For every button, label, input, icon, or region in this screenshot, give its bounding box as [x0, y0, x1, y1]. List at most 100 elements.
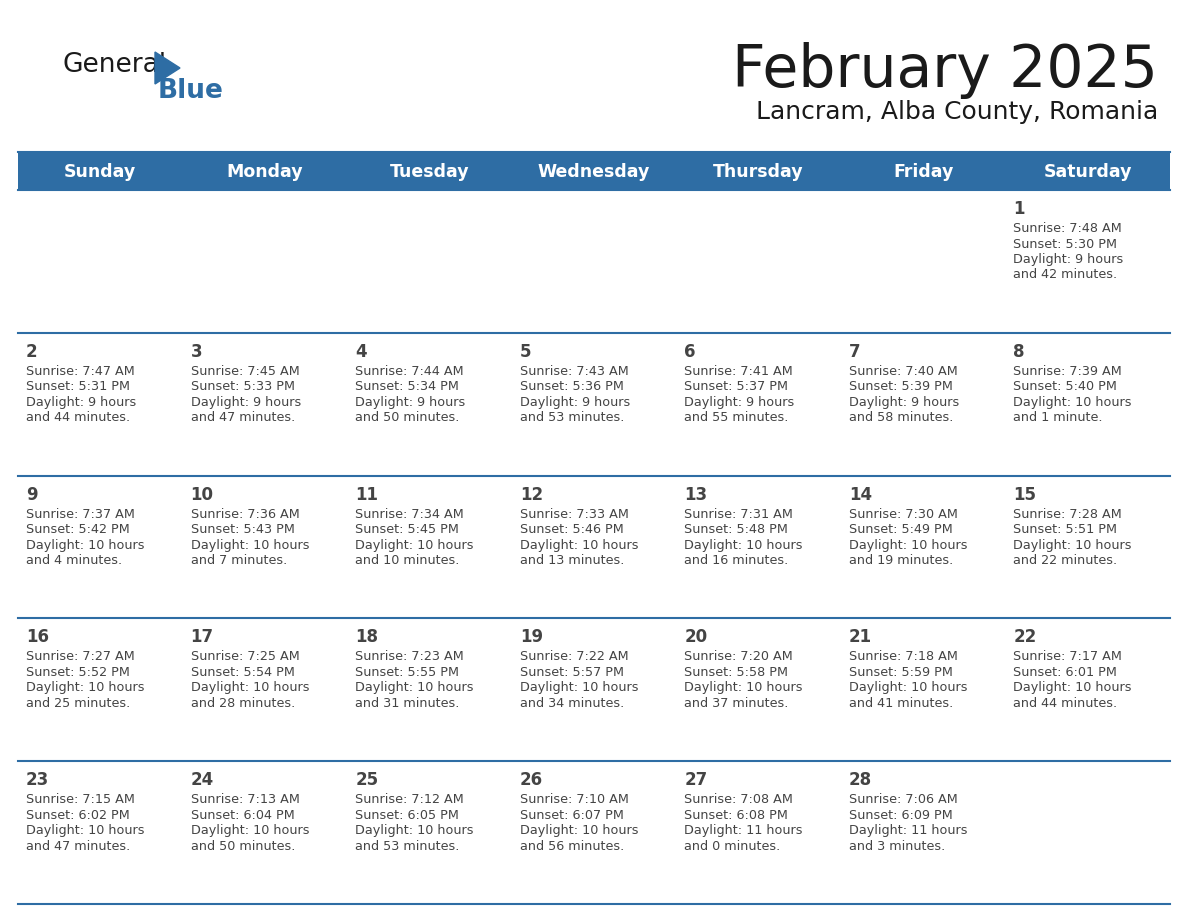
- Text: Sunrise: 7:13 AM: Sunrise: 7:13 AM: [190, 793, 299, 806]
- Bar: [1005, 333, 1170, 476]
- Text: Sunrise: 7:39 AM: Sunrise: 7:39 AM: [1013, 364, 1123, 378]
- Text: Sunrise: 7:31 AM: Sunrise: 7:31 AM: [684, 508, 794, 521]
- Text: and 1 minute.: and 1 minute.: [1013, 411, 1102, 424]
- Text: Sunrise: 7:41 AM: Sunrise: 7:41 AM: [684, 364, 794, 378]
- Text: Daylight: 9 hours: Daylight: 9 hours: [355, 396, 466, 409]
- Text: 4: 4: [355, 342, 367, 361]
- Bar: [18, 152, 183, 190]
- Bar: [1005, 190, 1170, 333]
- Text: and 10 minutes.: and 10 minutes.: [355, 554, 460, 567]
- Bar: [676, 761, 841, 904]
- Bar: [347, 476, 512, 619]
- Text: Sunrise: 7:44 AM: Sunrise: 7:44 AM: [355, 364, 463, 378]
- Text: and 50 minutes.: and 50 minutes.: [355, 411, 460, 424]
- Text: Daylight: 10 hours: Daylight: 10 hours: [190, 539, 309, 552]
- Text: 19: 19: [519, 629, 543, 646]
- Bar: [512, 333, 676, 476]
- Text: Blue: Blue: [158, 78, 223, 104]
- Text: and 55 minutes.: and 55 minutes.: [684, 411, 789, 424]
- Text: Daylight: 10 hours: Daylight: 10 hours: [190, 824, 309, 837]
- Text: and 19 minutes.: and 19 minutes.: [849, 554, 953, 567]
- Text: Daylight: 9 hours: Daylight: 9 hours: [1013, 253, 1124, 266]
- Text: Daylight: 10 hours: Daylight: 10 hours: [519, 539, 638, 552]
- Text: 24: 24: [190, 771, 214, 789]
- Text: Sunset: 5:40 PM: Sunset: 5:40 PM: [1013, 380, 1117, 393]
- Bar: [183, 152, 347, 190]
- Text: Sunrise: 7:20 AM: Sunrise: 7:20 AM: [684, 650, 794, 664]
- Text: Sunset: 5:49 PM: Sunset: 5:49 PM: [849, 523, 953, 536]
- Text: 25: 25: [355, 771, 378, 789]
- Bar: [18, 476, 183, 619]
- Text: Sunrise: 7:47 AM: Sunrise: 7:47 AM: [26, 364, 134, 378]
- Text: and 25 minutes.: and 25 minutes.: [26, 697, 131, 710]
- Text: Tuesday: Tuesday: [390, 163, 469, 181]
- Text: Sunset: 5:59 PM: Sunset: 5:59 PM: [849, 666, 953, 679]
- Bar: [18, 619, 183, 761]
- Text: 14: 14: [849, 486, 872, 504]
- Text: Sunrise: 7:40 AM: Sunrise: 7:40 AM: [849, 364, 958, 378]
- Text: February 2025: February 2025: [732, 42, 1158, 99]
- Text: Sunrise: 7:28 AM: Sunrise: 7:28 AM: [1013, 508, 1123, 521]
- Text: and 37 minutes.: and 37 minutes.: [684, 697, 789, 710]
- Text: and 31 minutes.: and 31 minutes.: [355, 697, 460, 710]
- Text: General: General: [62, 52, 166, 78]
- Text: and 47 minutes.: and 47 minutes.: [26, 840, 131, 853]
- Text: Sunrise: 7:12 AM: Sunrise: 7:12 AM: [355, 793, 463, 806]
- Bar: [676, 190, 841, 333]
- Text: and 16 minutes.: and 16 minutes.: [684, 554, 789, 567]
- Text: Sunset: 5:45 PM: Sunset: 5:45 PM: [355, 523, 459, 536]
- Text: Sunrise: 7:17 AM: Sunrise: 7:17 AM: [1013, 650, 1123, 664]
- Text: Daylight: 10 hours: Daylight: 10 hours: [26, 539, 145, 552]
- Text: 8: 8: [1013, 342, 1025, 361]
- Text: Daylight: 9 hours: Daylight: 9 hours: [190, 396, 301, 409]
- Text: Sunset: 5:51 PM: Sunset: 5:51 PM: [1013, 523, 1118, 536]
- Text: Daylight: 10 hours: Daylight: 10 hours: [26, 681, 145, 694]
- Text: 18: 18: [355, 629, 378, 646]
- Text: Sunrise: 7:22 AM: Sunrise: 7:22 AM: [519, 650, 628, 664]
- Bar: [347, 333, 512, 476]
- Bar: [347, 152, 512, 190]
- Text: and 58 minutes.: and 58 minutes.: [849, 411, 953, 424]
- Bar: [676, 619, 841, 761]
- Text: Sunrise: 7:18 AM: Sunrise: 7:18 AM: [849, 650, 958, 664]
- Text: and 42 minutes.: and 42 minutes.: [1013, 268, 1118, 282]
- Bar: [183, 761, 347, 904]
- Text: and 50 minutes.: and 50 minutes.: [190, 840, 295, 853]
- Text: Saturday: Saturday: [1043, 163, 1132, 181]
- Text: Sunset: 5:52 PM: Sunset: 5:52 PM: [26, 666, 129, 679]
- Text: Sunset: 5:34 PM: Sunset: 5:34 PM: [355, 380, 459, 393]
- Bar: [512, 619, 676, 761]
- Text: Sunset: 6:09 PM: Sunset: 6:09 PM: [849, 809, 953, 822]
- Polygon shape: [154, 52, 181, 84]
- Bar: [183, 476, 347, 619]
- Bar: [1005, 761, 1170, 904]
- Bar: [18, 761, 183, 904]
- Text: Daylight: 10 hours: Daylight: 10 hours: [849, 681, 967, 694]
- Text: Sunset: 5:30 PM: Sunset: 5:30 PM: [1013, 238, 1118, 251]
- Bar: [347, 761, 512, 904]
- Text: Daylight: 9 hours: Daylight: 9 hours: [519, 396, 630, 409]
- Text: Daylight: 10 hours: Daylight: 10 hours: [519, 681, 638, 694]
- Bar: [841, 761, 1005, 904]
- Text: Sunset: 5:54 PM: Sunset: 5:54 PM: [190, 666, 295, 679]
- Bar: [183, 333, 347, 476]
- Text: Thursday: Thursday: [713, 163, 804, 181]
- Text: 17: 17: [190, 629, 214, 646]
- Text: Sunset: 5:43 PM: Sunset: 5:43 PM: [190, 523, 295, 536]
- Text: Sunrise: 7:45 AM: Sunrise: 7:45 AM: [190, 364, 299, 378]
- Text: Daylight: 10 hours: Daylight: 10 hours: [355, 681, 474, 694]
- Text: Sunset: 5:48 PM: Sunset: 5:48 PM: [684, 523, 788, 536]
- Text: Sunrise: 7:08 AM: Sunrise: 7:08 AM: [684, 793, 794, 806]
- Text: 12: 12: [519, 486, 543, 504]
- Text: Daylight: 10 hours: Daylight: 10 hours: [1013, 539, 1132, 552]
- Bar: [512, 152, 676, 190]
- Text: Daylight: 9 hours: Daylight: 9 hours: [849, 396, 959, 409]
- Bar: [347, 619, 512, 761]
- Bar: [676, 476, 841, 619]
- Bar: [512, 190, 676, 333]
- Text: Sunrise: 7:36 AM: Sunrise: 7:36 AM: [190, 508, 299, 521]
- Text: Friday: Friday: [893, 163, 953, 181]
- Text: and 7 minutes.: and 7 minutes.: [190, 554, 286, 567]
- Text: 23: 23: [26, 771, 49, 789]
- Text: Daylight: 10 hours: Daylight: 10 hours: [684, 681, 803, 694]
